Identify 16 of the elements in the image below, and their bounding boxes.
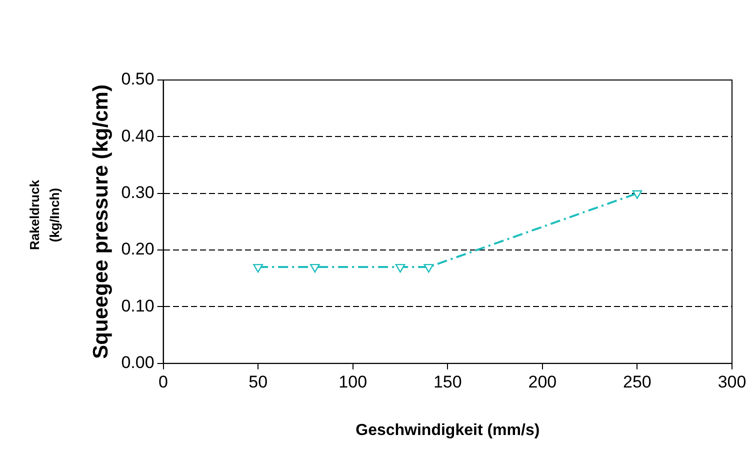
x-tick-label: 50 xyxy=(248,372,268,392)
text: Rakeldruck (kg/Inch) xyxy=(26,178,63,252)
x-axis-title: Geschwindigkeit (mm/s) xyxy=(356,422,540,439)
x-tick-label: 150 xyxy=(433,372,462,392)
y-tick-label: 0.50 xyxy=(121,70,154,89)
x-tick-label: 200 xyxy=(528,372,557,392)
y-tick-label: 0.30 xyxy=(121,183,154,202)
y-tick-label: 0.20 xyxy=(121,240,154,259)
y-axis-title: Squeegee pressure (kg/cm) xyxy=(89,84,112,359)
y-tick-label: 0.00 xyxy=(121,353,154,372)
x-tick-label: 250 xyxy=(623,372,652,392)
y-tick-label: 0.10 xyxy=(121,296,154,316)
x-tick-label: 100 xyxy=(338,372,368,392)
x-tick-label: 0 xyxy=(158,372,168,392)
y-tick-label: 0.40 xyxy=(121,126,154,146)
x-tick-label: 300 xyxy=(718,372,746,392)
